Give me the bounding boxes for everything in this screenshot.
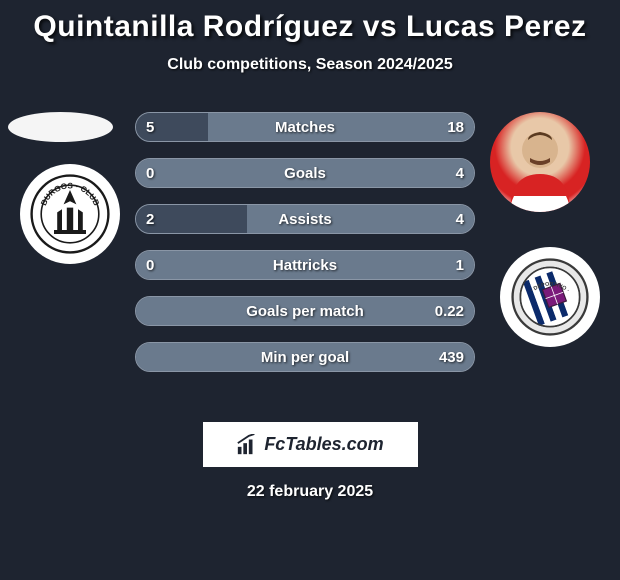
- stat-row: 24Assists: [135, 204, 475, 234]
- main-area: BURGOS · CLUB: [0, 112, 620, 412]
- page-title: Quintanilla Rodríguez vs Lucas Perez: [0, 10, 620, 44]
- page-subtitle: Club competitions, Season 2024/2025: [0, 56, 620, 74]
- chart-icon: [236, 434, 258, 456]
- right-player-photo: [490, 112, 590, 212]
- left-club-badge: BURGOS · CLUB: [20, 164, 120, 264]
- stats-list: 518Matches 04Goals 24Assists 01Hattricks 0.2…: [135, 112, 475, 388]
- brand-box: FcTables.com: [203, 422, 418, 467]
- stat-label: Goals per match: [136, 297, 474, 325]
- player-silhouette-icon: [490, 112, 590, 212]
- stat-label: Goals: [136, 159, 474, 187]
- stat-row: 01Hattricks: [135, 250, 475, 280]
- stat-label: Min per goal: [136, 343, 474, 371]
- left-player-placeholder: [8, 112, 113, 142]
- stat-row: 04Goals: [135, 158, 475, 188]
- right-club-badge: · DEPORTIVO ·: [500, 247, 600, 347]
- stat-label: Assists: [136, 205, 474, 233]
- burgos-badge-icon: BURGOS · CLUB: [30, 174, 110, 254]
- comparison-card: Quintanilla Rodríguez vs Lucas Perez Clu…: [0, 0, 620, 501]
- stat-label: Hattricks: [136, 251, 474, 279]
- stat-row: 518Matches: [135, 112, 475, 142]
- brand-text: FcTables.com: [264, 434, 383, 455]
- stat-row: 0.22Goals per match: [135, 296, 475, 326]
- deportivo-badge-icon: · DEPORTIVO ·: [511, 258, 589, 336]
- stat-label: Matches: [136, 113, 474, 141]
- date-text: 22 february 2025: [0, 483, 620, 501]
- stat-row: 439Min per goal: [135, 342, 475, 372]
